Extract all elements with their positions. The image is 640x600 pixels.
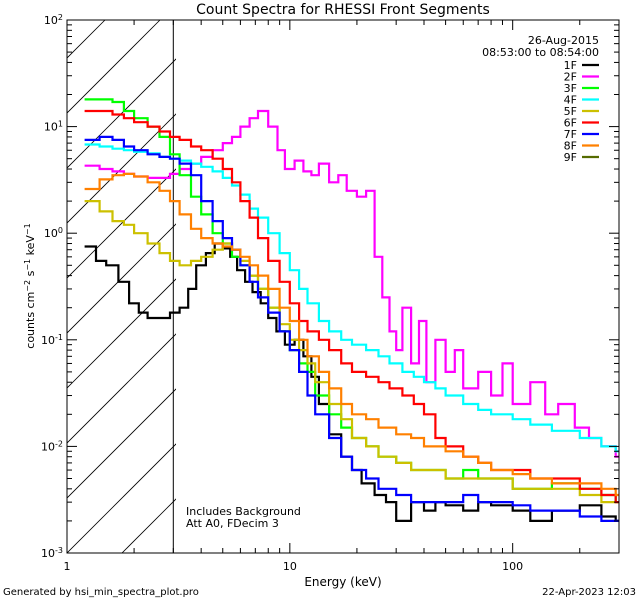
series-5F-line [84,200,619,504]
hatch-line [67,278,176,389]
legend-label: 2F [564,71,577,84]
hatch-line [232,20,640,553]
x-axis-label: Energy (keV) [304,575,381,589]
hatch-line [121,498,176,553]
hatch-line [67,168,176,279]
plot-frame [66,19,620,554]
y-axis-label: counts cm−2 s−1 keV−1 [23,223,38,348]
chart-title: Count Spectra for RHESSI Front Segments [196,2,490,18]
hatch-line [452,20,640,553]
footer-generated-by: Generated by hsi_min_spectra_plot.pro [3,587,199,598]
hatch-line [67,443,176,553]
legend-label: 6F [564,117,577,130]
footer-timestamp: 22-Apr-2023 12:03 [542,587,636,598]
hatch-line [67,333,176,444]
date-label: 26-Aug-2015 [528,34,599,47]
series-3F-line [84,98,619,504]
hatch-line [67,58,176,169]
y-tick-label: 102 [44,13,63,28]
x-tick-label: 1 [64,560,71,573]
y-tick-label: 10-2 [41,439,63,454]
annotation-attenuator: Att A0, FDecim 3 [186,517,279,530]
y-tick-label: 10-3 [41,546,63,561]
legend-label: 7F [564,128,577,141]
y-tick-label: 101 [44,119,63,134]
y-tick-label: 10-1 [41,332,63,347]
x-tick-label: 10 [283,560,297,573]
hatch-line [67,223,176,334]
time-range-label: 08:53:00 to 08:54:00 [482,46,599,59]
hatch-line [67,388,176,499]
series-7F-line [84,135,619,522]
series-8F-line [84,172,619,497]
y-tick-label: 100 [44,226,63,241]
legend-label: 1F [564,59,577,72]
hatch-line [67,20,161,114]
legend-label: 8F [564,140,577,153]
series-group [84,98,619,522]
x-tick-label: 100 [502,560,523,573]
attenuator-hatch [67,20,640,553]
annotation-background: Includes Background [186,505,301,518]
series-6F-line [84,109,619,504]
axes: 1 10 100 102 101 100 10-1 10-2 10-3 [41,13,620,573]
legend-label: 5F [564,105,577,118]
legend-label: 9F [564,151,577,164]
legend-label: 3F [564,82,577,95]
hatch-line [617,20,640,553]
legend-label: 4F [564,94,577,107]
